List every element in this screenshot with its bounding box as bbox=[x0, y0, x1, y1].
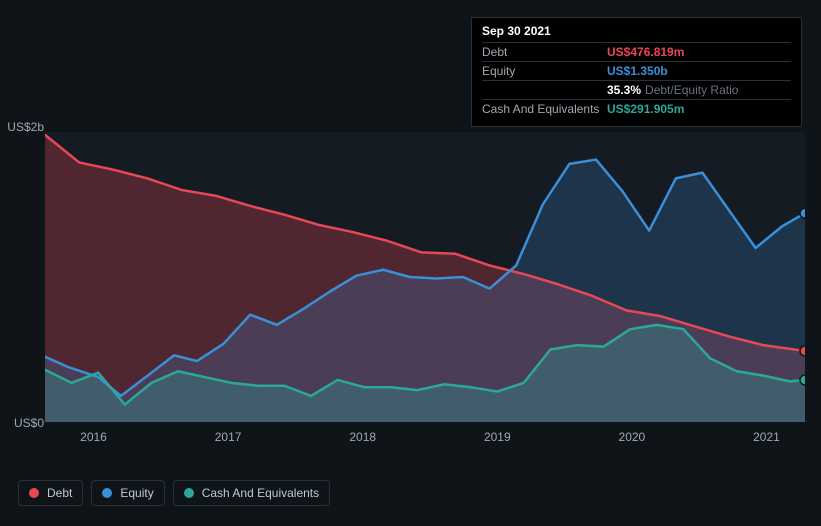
tooltip-row-label: Debt bbox=[482, 45, 607, 59]
tooltip-row: Cash And EquivalentsUS$291.905m bbox=[482, 99, 791, 118]
legend-item-cash-and-equivalents[interactable]: Cash And Equivalents bbox=[173, 480, 330, 506]
x-axis-tick: 2020 bbox=[631, 430, 632, 444]
legend-item-debt[interactable]: Debt bbox=[18, 480, 83, 506]
tooltip-row-label bbox=[482, 83, 607, 97]
chart-plot-area bbox=[45, 132, 805, 422]
x-axis-tick: 2019 bbox=[497, 430, 498, 444]
tooltip-row-label: Equity bbox=[482, 64, 607, 78]
tooltip-row: EquityUS$1.350b bbox=[482, 61, 791, 80]
x-axis: 2016 2017 2018 2019 2020 2021 bbox=[45, 430, 805, 444]
chart-legend: Debt Equity Cash And Equivalents bbox=[18, 480, 330, 506]
x-axis-tick: 2016 bbox=[93, 430, 94, 444]
x-axis-tick: 2018 bbox=[362, 430, 363, 444]
y-axis-min-label: US$0 bbox=[14, 416, 44, 430]
legend-dot-icon bbox=[29, 488, 39, 498]
tooltip-row-label: Cash And Equivalents bbox=[482, 102, 607, 116]
tooltip-date: Sep 30 2021 bbox=[482, 24, 791, 42]
x-axis-tick: 2017 bbox=[228, 430, 229, 444]
x-axis-tick: 2021 bbox=[766, 430, 767, 444]
y-axis-max-label: US$2b bbox=[7, 120, 44, 134]
chart-tooltip: Sep 30 2021 DebtUS$476.819mEquityUS$1.35… bbox=[471, 17, 802, 127]
legend-label: Equity bbox=[120, 486, 153, 500]
legend-item-equity[interactable]: Equity bbox=[91, 480, 164, 506]
tooltip-row-value: 35.3% bbox=[607, 83, 641, 97]
legend-dot-icon bbox=[184, 488, 194, 498]
legend-label: Cash And Equivalents bbox=[202, 486, 319, 500]
tooltip-row-value: US$476.819m bbox=[607, 45, 684, 59]
tooltip-row-value: US$1.350b bbox=[607, 64, 668, 78]
legend-label: Debt bbox=[47, 486, 72, 500]
legend-dot-icon bbox=[102, 488, 112, 498]
tooltip-row-value: US$291.905m bbox=[607, 102, 684, 116]
tooltip-row: DebtUS$476.819m bbox=[482, 42, 791, 61]
tooltip-row: 35.3% Debt/Equity Ratio bbox=[482, 80, 791, 99]
tooltip-row-suffix: Debt/Equity Ratio bbox=[645, 83, 738, 97]
